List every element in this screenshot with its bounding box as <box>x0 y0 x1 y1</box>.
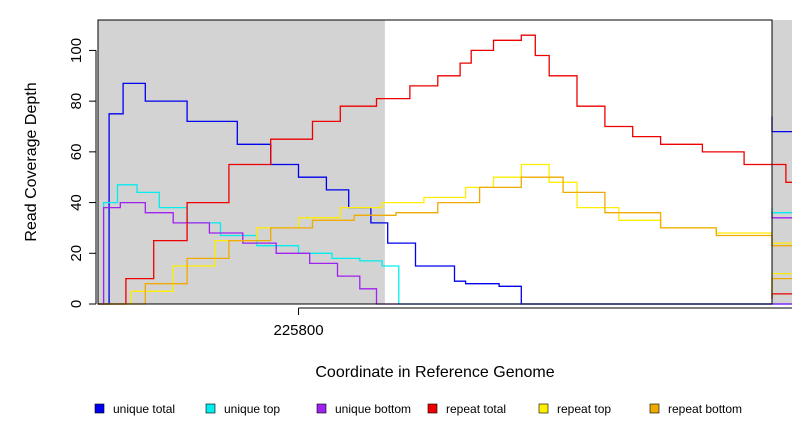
legend-item-unique-bottom: unique bottom <box>316 402 411 416</box>
legend-swatch <box>94 403 105 414</box>
series-line-repeat-bottom <box>98 176 792 305</box>
y-tick-label: 100 <box>68 38 85 63</box>
y-tick-label: 60 <box>68 144 85 161</box>
legend-swatch <box>538 403 549 414</box>
y-tick-label: 20 <box>68 245 85 262</box>
shaded-region-2 <box>772 20 792 304</box>
legend-item-unique-top: unique top <box>205 402 280 416</box>
legend-item-unique-total: unique total <box>94 402 175 416</box>
y-tick-label: 40 <box>68 194 85 211</box>
x-tick-label: 225800 <box>273 322 323 339</box>
legend-swatch <box>649 403 660 414</box>
shaded-region-1 <box>98 20 385 304</box>
legend-item-repeat-total: repeat total <box>427 402 506 416</box>
legend-swatch <box>205 403 216 414</box>
legend-label: repeat bottom <box>668 402 742 416</box>
plot-frame <box>97 19 773 305</box>
legend-label: unique total <box>113 402 175 416</box>
y-tick-label: 0 <box>68 300 85 308</box>
y-tick-label: 80 <box>68 93 85 110</box>
legend-swatch <box>316 403 327 414</box>
legend-label: repeat total <box>446 402 506 416</box>
series-line-repeat-top <box>98 163 792 305</box>
legend: unique total unique top unique bottom repea… <box>94 402 742 416</box>
legend-label: repeat top <box>557 402 611 416</box>
series-line-unique-bottom <box>98 201 792 305</box>
x-axis: 225800226000226200226400226600226800 <box>273 307 792 339</box>
legend-label: unique top <box>224 402 280 416</box>
plot-background <box>98 20 792 304</box>
legend-label: unique bottom <box>335 402 411 416</box>
x-axis-title: Coordinate in Reference Genome <box>315 364 554 381</box>
legend-item-repeat-bottom: repeat bottom <box>649 402 742 416</box>
series-line-repeat-total <box>98 34 792 305</box>
series-line-unique-total <box>98 82 792 305</box>
y-axis: 0 20 40 60 80 100 <box>68 38 97 308</box>
y-axis-title: Read Coverage Depth <box>23 82 40 241</box>
legend-item-repeat-top: repeat top <box>538 402 611 416</box>
legend-swatch <box>427 403 438 414</box>
